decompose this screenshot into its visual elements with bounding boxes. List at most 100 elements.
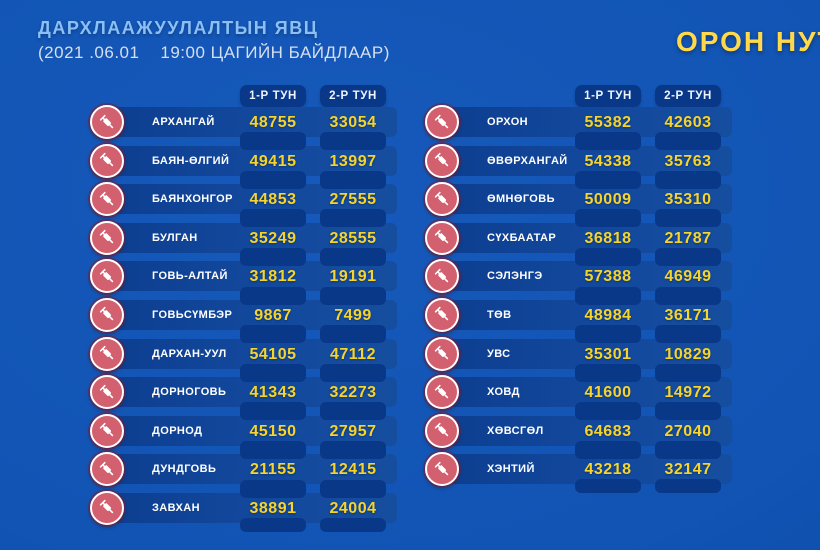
dose2-value: 35763 bbox=[664, 152, 712, 170]
row-bar bbox=[110, 299, 397, 330]
column-divider bbox=[575, 363, 641, 382]
column-divider bbox=[240, 286, 306, 305]
dose2-value: 35310 bbox=[664, 191, 712, 209]
dose2-value: 14972 bbox=[664, 384, 712, 402]
syringe-icon bbox=[90, 336, 124, 371]
dose2-value: 36171 bbox=[664, 306, 712, 324]
dose2-value: 27957 bbox=[329, 422, 377, 440]
dose1-value: 41600 bbox=[584, 384, 632, 402]
column-divider bbox=[575, 286, 641, 305]
dose1-value: 41343 bbox=[249, 384, 297, 402]
table-row: СҮХБААТАР 36818 21787 bbox=[425, 220, 732, 267]
dose2-value: 21787 bbox=[664, 229, 712, 247]
column-divider bbox=[320, 441, 386, 460]
column-header-dose1: 1-Р ТУН bbox=[575, 85, 641, 107]
province-name: ОРХОН bbox=[487, 116, 529, 128]
row-bar bbox=[445, 299, 732, 330]
column-divider bbox=[320, 325, 386, 344]
table-row: ГОВЬСҮМБЭР 9867 7499 bbox=[90, 297, 397, 344]
province-name: УВС bbox=[487, 347, 511, 360]
column-divider bbox=[320, 479, 386, 498]
row-bar bbox=[110, 222, 397, 253]
row-bar bbox=[445, 145, 732, 176]
column-divider bbox=[575, 441, 641, 460]
table-row: АРХАНГАЙ 48755 33054 bbox=[90, 105, 397, 151]
column-divider bbox=[575, 325, 641, 344]
dose1-value: 48984 bbox=[584, 306, 632, 324]
syringe-icon bbox=[90, 452, 124, 487]
dose2-value: 12415 bbox=[329, 461, 377, 479]
dose1-value: 21155 bbox=[249, 461, 297, 479]
column-divider bbox=[320, 170, 386, 189]
syringe-icon bbox=[90, 375, 124, 410]
table-row: ДУНДГОВЬ 21155 12415 bbox=[90, 452, 397, 498]
province-name: ДАРХАН-УУЛ bbox=[152, 347, 227, 360]
table-row: БУЛГАН 35249 28555 bbox=[90, 220, 397, 267]
column-header-dose1: 1-Р ТУН bbox=[240, 85, 306, 107]
syringe-icon bbox=[425, 336, 459, 371]
column-divider bbox=[575, 479, 641, 494]
row-bar bbox=[445, 184, 732, 215]
syringe-icon bbox=[90, 143, 124, 178]
column-divider bbox=[575, 209, 641, 228]
row-bar bbox=[445, 338, 732, 369]
column-divider bbox=[240, 170, 306, 189]
dose2-value: 42603 bbox=[664, 114, 712, 131]
column-divider bbox=[320, 132, 386, 151]
column-divider bbox=[240, 441, 306, 460]
syringe-icon bbox=[90, 490, 124, 525]
dose2-value: 10829 bbox=[664, 345, 712, 363]
province-name: ӨМНӨГОВЬ bbox=[487, 193, 555, 206]
dose1-value: 35301 bbox=[584, 345, 632, 363]
province-name: АРХАНГАЙ bbox=[152, 116, 215, 128]
column-divider bbox=[655, 170, 721, 189]
column-divider bbox=[240, 402, 306, 421]
column-divider bbox=[320, 402, 386, 421]
column-divider bbox=[655, 402, 721, 421]
province-name: ГОВЬ-АЛТАЙ bbox=[152, 270, 228, 283]
column-divider bbox=[320, 363, 386, 382]
dose1-value: 44853 bbox=[249, 191, 297, 209]
column-divider bbox=[655, 479, 721, 494]
dose2-value: 7499 bbox=[334, 306, 372, 324]
province-name: ДУНДГОВЬ bbox=[152, 463, 217, 476]
syringe-icon bbox=[425, 143, 459, 178]
row-bar bbox=[445, 107, 732, 137]
dose1-value: 48755 bbox=[249, 114, 297, 131]
dose2-value: 47112 bbox=[329, 345, 377, 363]
row-bar bbox=[110, 107, 397, 137]
dose1-value: 54105 bbox=[249, 345, 297, 363]
column-divider bbox=[240, 132, 306, 151]
province-name: ЗАВХАН bbox=[152, 501, 200, 514]
dose1-value: 50009 bbox=[584, 191, 632, 209]
province-name: ХОВД bbox=[487, 386, 520, 399]
column-divider bbox=[655, 441, 721, 460]
syringe-icon bbox=[90, 105, 124, 139]
column-divider bbox=[655, 325, 721, 344]
row-bar bbox=[110, 338, 397, 369]
province-name: ДОРНОГОВЬ bbox=[152, 386, 227, 399]
province-name: ӨВӨРХАНГАЙ bbox=[487, 154, 568, 167]
column-divider bbox=[320, 286, 386, 305]
syringe-icon bbox=[90, 182, 124, 217]
province-name: СҮХБААТАР bbox=[487, 231, 557, 244]
column-divider bbox=[575, 132, 641, 151]
row-bar bbox=[445, 261, 732, 292]
syringe-icon bbox=[90, 259, 124, 294]
table-row: ОРХОН 55382 42603 bbox=[425, 105, 732, 151]
table-row: ХӨВСГӨЛ 64683 27040 bbox=[425, 413, 732, 460]
dose2-value: 19191 bbox=[329, 268, 377, 286]
column-divider bbox=[320, 248, 386, 267]
table-row: ӨМНӨГОВЬ 50009 35310 bbox=[425, 182, 732, 228]
syringe-icon bbox=[90, 220, 124, 255]
section-title-regions: ОРОН НУТ bbox=[676, 26, 820, 57]
column-divider bbox=[240, 325, 306, 344]
dose2-value: 32273 bbox=[329, 384, 377, 402]
dose1-value: 9867 bbox=[254, 306, 292, 324]
column-divider bbox=[240, 517, 306, 532]
dose2-value: 46949 bbox=[664, 268, 712, 286]
province-name: ГОВЬСҮМБЭР bbox=[152, 308, 233, 321]
row-bar bbox=[110, 454, 397, 485]
syringe-icon bbox=[425, 297, 459, 332]
